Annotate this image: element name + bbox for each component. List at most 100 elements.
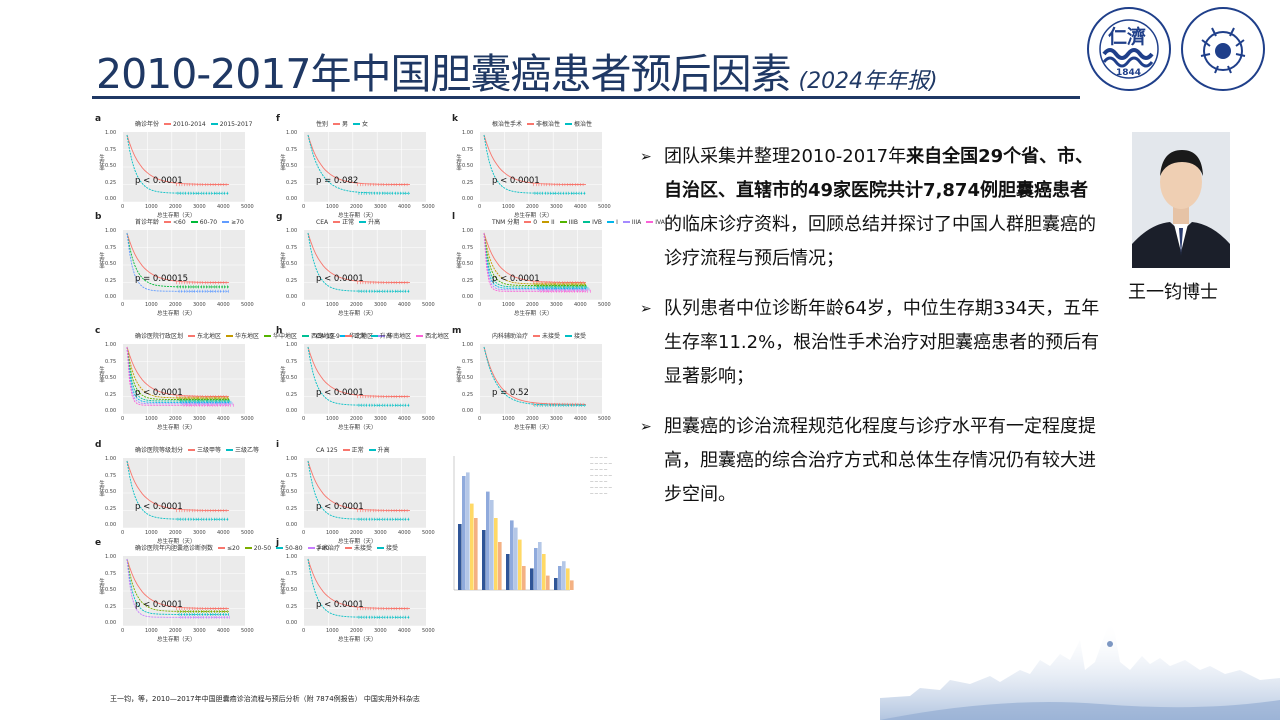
y-tick: 0.25 [105,277,117,284]
y-tick: 0.25 [462,179,474,186]
p-value: p < 0.0001 [316,502,364,512]
survival-curve [126,346,229,406]
legend-swatch [188,335,196,337]
y-tick: 0.75 [105,244,117,251]
y-tick: 0.25 [286,505,298,512]
x-tick: 3000 [550,416,563,422]
legend-title: 确诊医院等级划分 [135,447,184,454]
x-tick: 1000 [145,628,158,634]
legend-item: II [551,219,555,226]
x-tick: 2000 [169,416,182,422]
km-panel-b: b 首诊年龄 <60 60-70 ≥70 1.00 0.75 0.50 0.25 0.00 生存率 p… [95,212,263,320]
survival-curve [483,232,586,289]
y-tick: 0.50 [105,587,117,593]
y-tick: 0.25 [286,603,298,610]
x-tick: 4000 [217,416,230,422]
legend-swatch [333,123,341,125]
legend-swatch [565,335,573,337]
legend-item: 女 [362,121,369,128]
survival-curve [126,346,229,403]
y-tick: 0.75 [462,358,474,365]
x-tick: 5000 [598,204,611,210]
x-tick: 5000 [241,530,254,536]
y-axis-label: 生存率 [98,252,104,269]
x-tick: 5000 [598,302,611,308]
bar [570,580,574,590]
km-plot-area: p < 0.0001 [123,132,245,202]
svg-text:— — — — —: — — — — — [590,473,612,477]
x-tick: 0 [478,416,482,422]
x-tick: 1000 [326,204,339,210]
legend-swatch [190,221,198,223]
legend-title: TNM 分期 [492,219,520,226]
km-panel-a: a 确诊年份 2010-2014 2015-2017 1.00 0.75 0.50 0.25 0… [95,114,263,222]
survival-curve [307,346,410,398]
bar [462,476,466,590]
legend-swatch [276,547,284,549]
y-tick: 0.75 [462,146,474,153]
legend-swatch [345,547,353,549]
p-value: p < 0.0001 [492,274,540,284]
panel-legend: 性别 男 女 [316,119,368,128]
x-tick: 1000 [326,416,339,422]
x-axis-label: 总生存期（天） [338,213,377,219]
legend-item: ≤20 [227,545,240,552]
legend-swatch [583,221,591,223]
km-plot-area: p < 0.0001 [480,132,602,202]
bar [530,568,534,590]
legend-title: 内科辅助治疗 [492,333,529,340]
legend-item: 西北地区 [425,333,450,340]
y-tick: 0.00 [105,294,117,300]
survival-curve [126,558,229,615]
x-tick: 4000 [574,204,587,210]
panel-legend: TNM 分期 0 II IIIB IVB I IIIA IVA [492,217,665,226]
renji-logo-chars: 仁濟 [1108,26,1147,48]
y-tick: 0.75 [462,244,474,251]
legend-item: 正常 [353,333,366,340]
x-tick: 2000 [526,302,539,308]
x-tick: 1000 [145,416,158,422]
legend-swatch [416,335,424,337]
y-tick: 0.75 [105,146,117,153]
survival-curve [483,232,586,288]
legend-swatch [333,221,341,223]
panel-letter: j [276,538,280,548]
y-tick: 1.00 [286,554,298,560]
x-axis-label: 总生存期（天） [157,425,196,431]
x-tick: 4000 [217,204,230,210]
p-value: p < 0.0001 [135,600,183,610]
title-main: 2010-2017年中国胆囊癌患者预后因素 [96,50,791,98]
svg-text:— — — —: — — — — [590,479,608,483]
y-axis-label: 生存率 [98,154,104,171]
bar [482,530,486,590]
y-axis-label: 生存率 [98,480,104,497]
svg-text:— — — —: — — — — [590,455,608,459]
legend-title: CEA [316,219,329,226]
survival-curve [126,232,229,292]
legend-swatch [622,221,630,223]
survival-curve [126,346,229,405]
km-plot-area: p < 0.0001 [480,230,602,300]
km-plot-area: p < 0.0001 [304,556,426,626]
legend-item: 升高 [377,447,390,454]
survival-curve [307,134,410,186]
x-axis-label: 总生存期（天） [338,637,377,643]
legend-item: 西南地区 [311,333,336,340]
legend-item: 正常 [351,447,364,454]
x-tick: 1000 [145,302,158,308]
y-tick: 0.00 [286,294,298,300]
legend-item: ≥70 [231,219,244,226]
x-tick: 2000 [169,628,182,634]
y-tick: 0.25 [105,391,117,398]
legend-swatch [646,221,654,223]
x-axis-label: 总生存期（天） [157,311,196,317]
x-tick: 0 [302,204,306,210]
legend-swatch [533,335,541,337]
y-tick: 0.75 [105,570,117,577]
y-tick: 0.75 [286,358,298,365]
survival-curve [483,134,586,186]
y-tick: 0.00 [286,522,298,528]
bar [538,542,542,590]
arrow-bullet-icon: ➢ [640,149,652,165]
legend-item: 三级乙等 [235,447,260,454]
